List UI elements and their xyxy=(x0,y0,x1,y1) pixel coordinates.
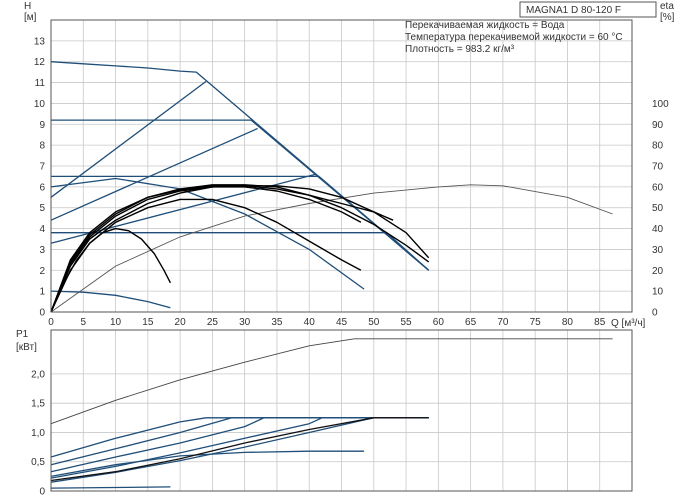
x-tick-label: 10 xyxy=(110,317,122,328)
chart-title: MAGNA1 D 80-120 F xyxy=(526,5,621,16)
x-tick-label: 35 xyxy=(271,317,283,328)
head-autoadapt-curve-line xyxy=(50,177,365,290)
x-tick-label: 45 xyxy=(336,317,348,328)
head-proportional-curve-line xyxy=(50,127,258,221)
y-tick-label: 1 xyxy=(39,287,45,298)
efficiency-axis-label: eta xyxy=(660,1,674,12)
x-tick-label: 85 xyxy=(594,317,606,328)
power-tick-label: 1,5 xyxy=(31,399,45,410)
x-tick-label: 0 xyxy=(48,317,54,328)
y-tick-label: 13 xyxy=(34,36,46,47)
plot-frame-head xyxy=(50,19,633,313)
y2-tick-label: 50 xyxy=(652,203,664,214)
x-tick-label: 60 xyxy=(433,317,445,328)
power-max-power-line xyxy=(50,338,613,425)
x-tick-label: 20 xyxy=(175,317,187,328)
head-efficiency-line xyxy=(50,184,613,313)
y-tick-label: 6 xyxy=(39,182,45,193)
info-line-density: Плотность = 983.2 кг/м³ xyxy=(405,44,515,55)
power-tick-label: 0,5 xyxy=(31,457,45,468)
y-tick-label: 8 xyxy=(39,141,45,152)
efficiency-axis-unit: [%] xyxy=(660,12,675,23)
y-tick-label: 9 xyxy=(39,120,45,131)
head-constant-curve-line xyxy=(51,175,430,271)
power-power-line xyxy=(50,486,171,489)
power-axis-label: P1 xyxy=(16,329,29,340)
x-tick-label: 55 xyxy=(400,317,412,328)
y-tick-label: 12 xyxy=(34,57,46,68)
x-tick-label: 75 xyxy=(530,317,542,328)
head-pump-curve-line xyxy=(50,184,430,313)
head-pump-curve-line xyxy=(50,198,362,313)
y-tick-label: 11 xyxy=(35,78,46,89)
head-pump-curve-line xyxy=(50,185,430,313)
power-tick-label: 2,0 xyxy=(31,369,45,380)
power-tick-label: 0 xyxy=(39,487,45,498)
y2-tick-label: 60 xyxy=(652,182,664,193)
x-tick-label: 65 xyxy=(465,317,477,328)
y2-tick-label: 80 xyxy=(652,141,664,152)
y-tick-label: 2 xyxy=(39,266,45,277)
title-box xyxy=(519,1,657,18)
y2-tick-label: 20 xyxy=(652,266,664,277)
head-pump-curve-line xyxy=(50,186,362,313)
info-line-temperature: Температура перекачивемой жидкости = 60 … xyxy=(405,32,623,43)
y-tick-label: 3 xyxy=(39,245,45,256)
head-constant-curve-line xyxy=(50,61,430,271)
y2-tick-label: 100 xyxy=(652,99,669,110)
y-tick-label: 7 xyxy=(39,162,45,173)
y-tick-label: 0 xyxy=(39,308,45,319)
flow-axis-label: Q [м³/ч] xyxy=(611,318,646,329)
power-power-line xyxy=(50,417,429,479)
power-power-line xyxy=(50,417,429,473)
head-pump-curve-line xyxy=(50,185,394,313)
power-power-measured-line xyxy=(50,417,429,482)
y2-tick-label: 70 xyxy=(652,162,664,173)
y-tick-label: 10 xyxy=(34,99,46,110)
y2-tick-label: 30 xyxy=(652,245,664,256)
y2-tick-label: 10 xyxy=(652,287,664,298)
x-tick-label: 40 xyxy=(304,317,316,328)
x-tick-label: 5 xyxy=(80,317,86,328)
y2-tick-label: 40 xyxy=(652,224,664,235)
info-line-fluid: Перекачиваемая жидкость = Вода xyxy=(405,20,565,31)
x-tick-label: 25 xyxy=(207,317,219,328)
y2-tick-label: 0 xyxy=(652,308,658,319)
y-tick-label: 4 xyxy=(39,224,45,235)
power-power-line xyxy=(50,450,365,478)
axes-layer: 0 5 10 15 20 25 30 35 40 45 50 55 60 65 70 75 80 85012345… xyxy=(31,19,669,498)
y2-tick-label: 90 xyxy=(652,120,664,131)
power-axis-unit: [кВт] xyxy=(16,342,37,353)
x-tick-label: 50 xyxy=(368,317,380,328)
head-axis-label: H xyxy=(24,1,31,12)
x-tick-label: 80 xyxy=(562,317,574,328)
x-tick-label: 70 xyxy=(497,317,509,328)
x-tick-label: 30 xyxy=(239,317,251,328)
head-low-curve-line xyxy=(50,290,171,309)
head-axis-unit: [м] xyxy=(24,12,37,23)
series-layer xyxy=(50,61,613,489)
y-tick-label: 5 xyxy=(39,203,45,214)
plot-frame-power xyxy=(50,329,633,492)
head-proportional-curve-line xyxy=(50,80,207,198)
head-constant-curve-line xyxy=(51,232,430,271)
power-tick-label: 1,0 xyxy=(31,428,45,439)
x-tick-label: 15 xyxy=(142,317,154,328)
